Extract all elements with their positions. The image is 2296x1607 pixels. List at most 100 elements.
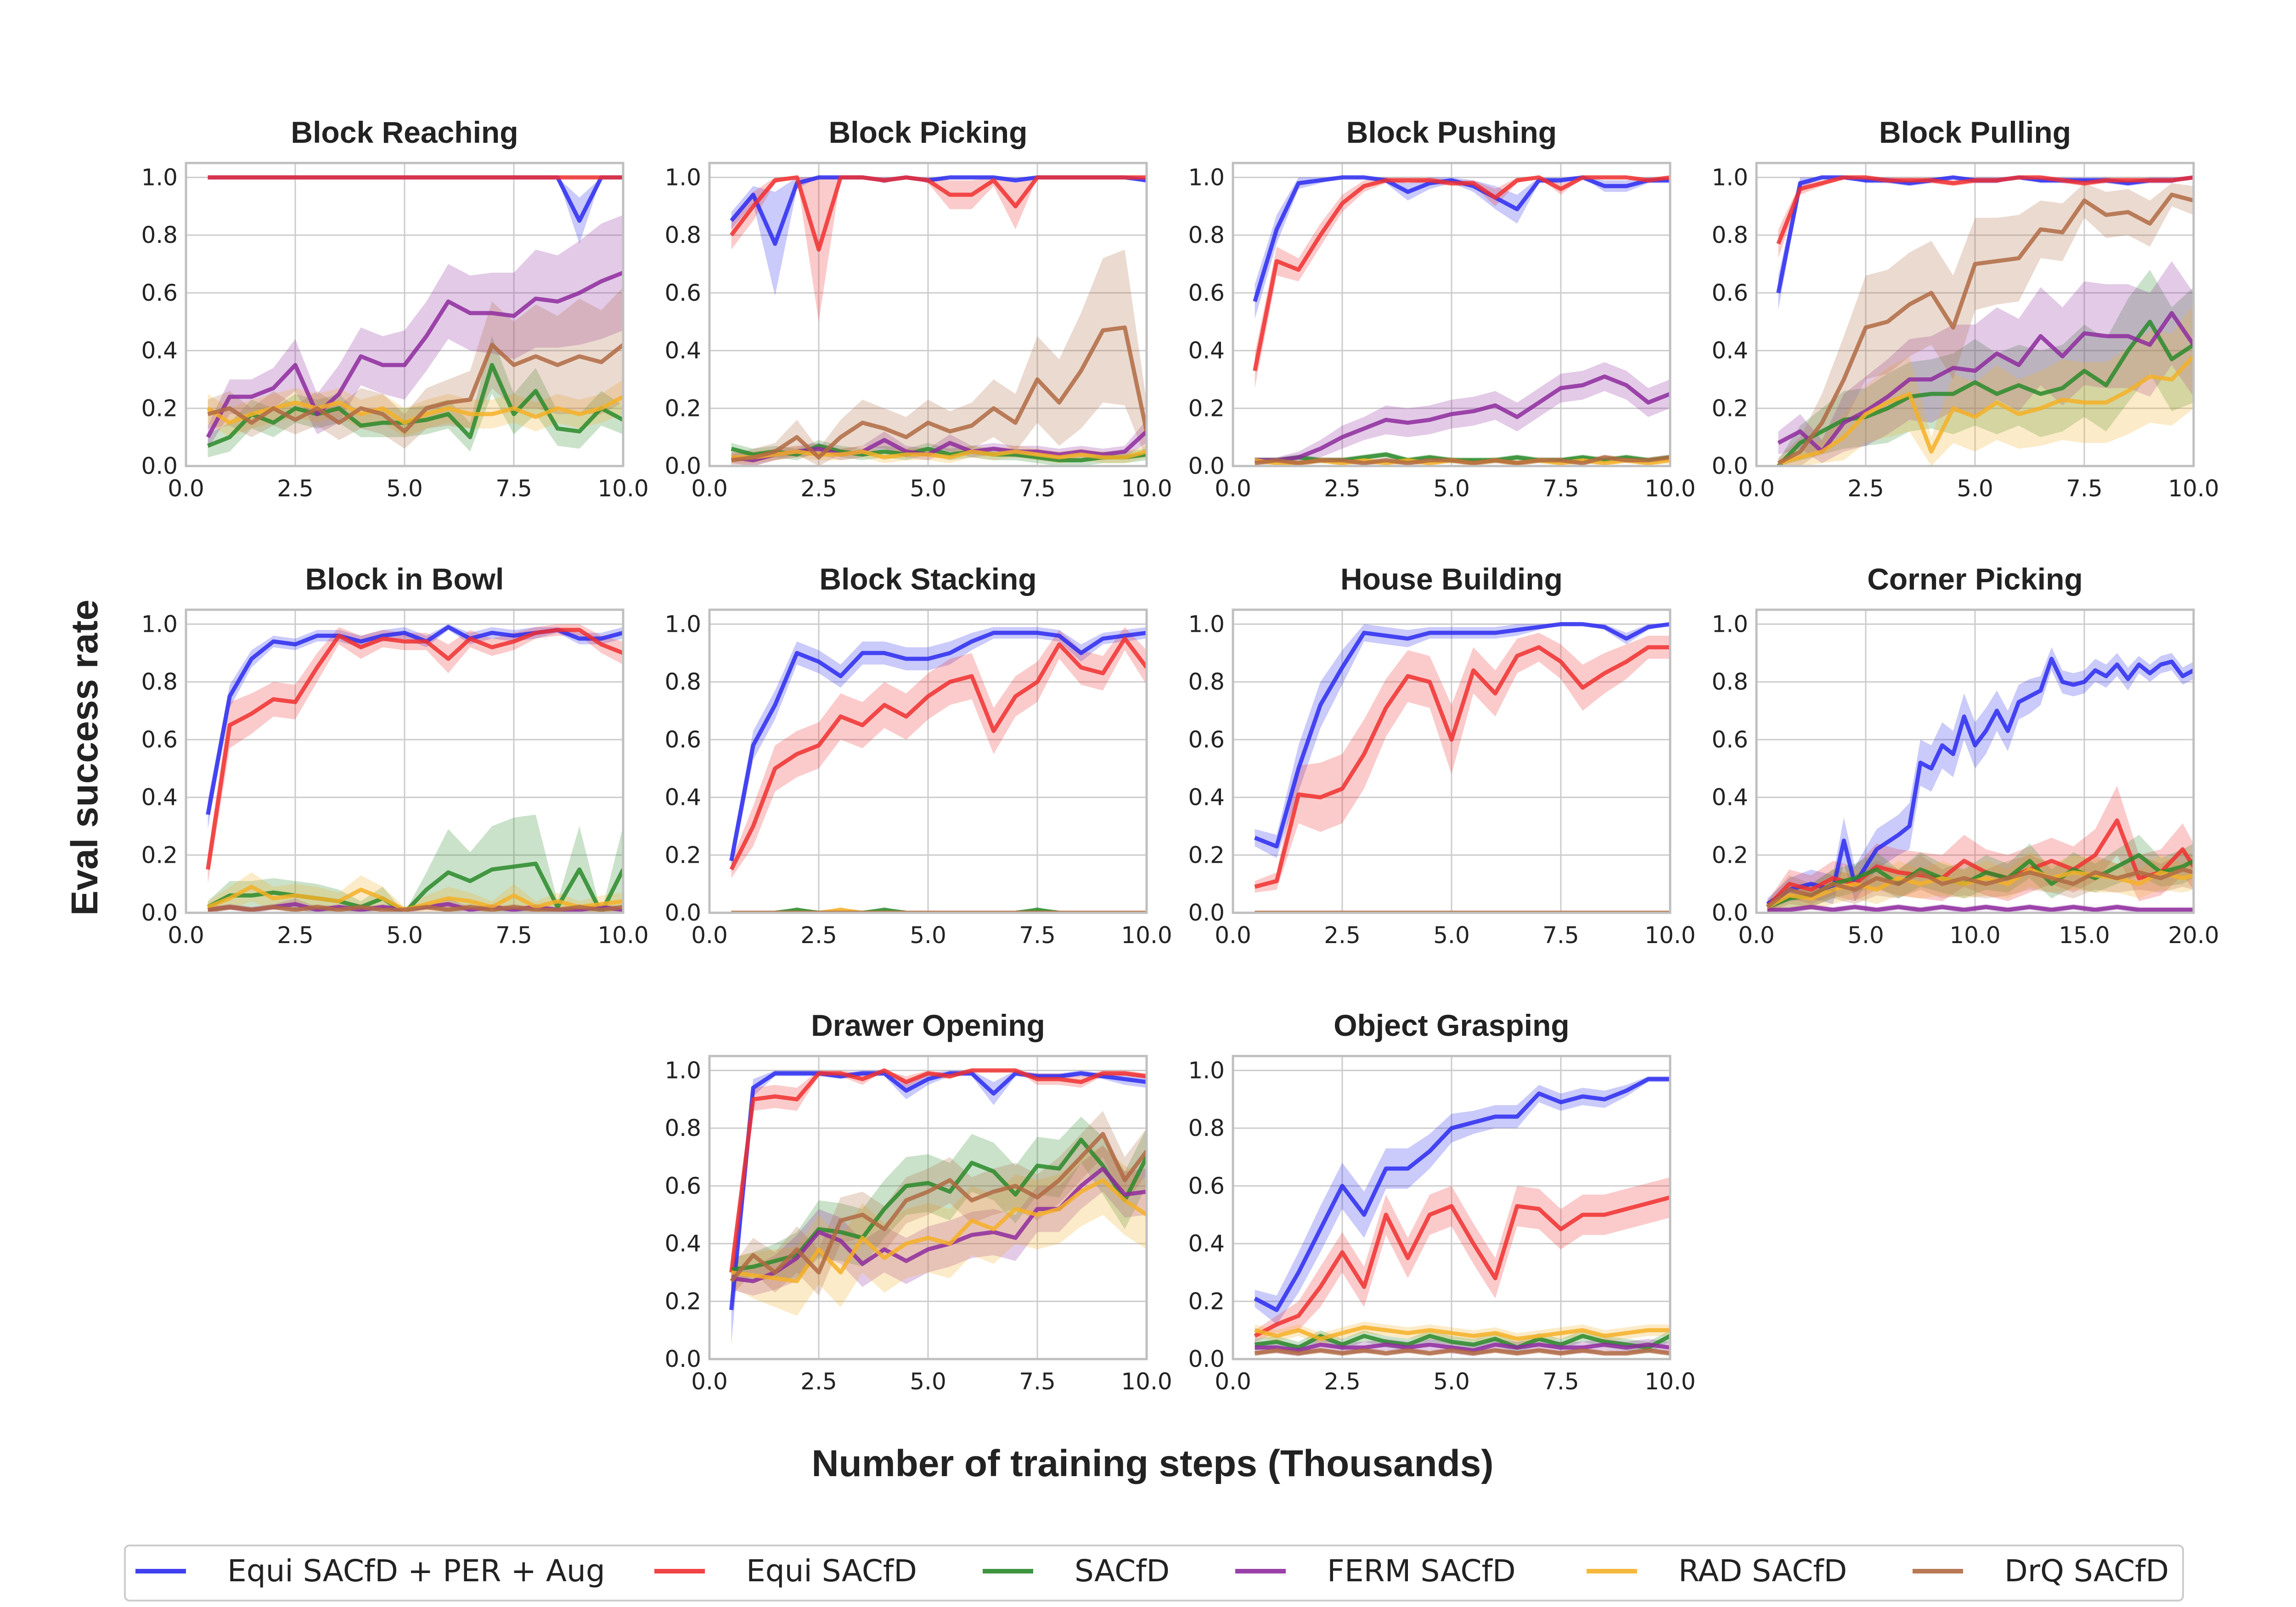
y-tick-label: 0.0	[664, 453, 701, 479]
x-tick-label: 2.5	[800, 922, 837, 949]
x-tick-label: 7.5	[1019, 475, 1056, 502]
plot-frame	[1232, 162, 1671, 467]
band-equi-sacfd	[1255, 1177, 1670, 1342]
x-tick-label: 2.5	[277, 922, 314, 949]
panel-title: Block in Bowl	[305, 562, 504, 596]
legend-item-drq-sacfd: DrQ SACfD	[1913, 1553, 2169, 1589]
plot-frame	[1232, 1055, 1671, 1360]
line-equi-sacfd	[730, 175, 1147, 252]
x-tick-label: 2.5	[1847, 475, 1884, 502]
x-tick-label: 5.0	[1433, 1368, 1470, 1395]
legend-label: RAD SACfD	[1678, 1553, 1847, 1589]
band-equi-sacfd-per-aug	[1767, 647, 2194, 910]
y-tick-label: 1.0	[1711, 611, 1748, 637]
x-tick-label: 2.5	[800, 475, 837, 502]
line-equi-sacfd-per-aug	[729, 630, 1147, 861]
y-tick-label: 0.0	[141, 899, 178, 926]
panel-title: House Building	[1340, 562, 1563, 596]
y-tick-label: 0.4	[141, 784, 178, 811]
x-tick-label: 2.5	[1324, 1368, 1361, 1395]
line-equi-sacfd	[1253, 175, 1670, 371]
line-drq-sacfd	[1777, 192, 2194, 465]
line-rad-sacfd	[1254, 1325, 1670, 1341]
x-axis-label: Number of training steps (Thousands)	[811, 1443, 1493, 1484]
line-rad-sacfd	[731, 1178, 1147, 1283]
band-drq-sacfd	[731, 1111, 1147, 1296]
x-tick-label: 0.0	[691, 1368, 728, 1395]
y-tick-label: 0.2	[664, 395, 701, 421]
y-tick-label: 0.8	[1711, 669, 1748, 695]
x-tick-label: 0.0	[1215, 1368, 1251, 1395]
series-group	[1254, 1076, 1670, 1356]
panels: Block Reaching 0.0 2.5 5.0 7.5 10.0 0.0 0.2 0.4 0…	[141, 115, 2219, 1395]
y-tick-label: 1.0	[141, 611, 178, 637]
y-tick-label: 0.8	[664, 669, 701, 695]
panel-block-pulling: Block Pulling 0.0 2.5 5.0 7.5 10.0 0.0 0.2 0.4 0.…	[1711, 115, 2219, 502]
line-sacfd	[731, 908, 1147, 913]
series-group	[729, 1068, 1147, 1345]
y-tick-label: 0.4	[1188, 784, 1225, 811]
y-axis-label: Eval success rate	[64, 600, 106, 916]
x-tick-label: 7.5	[1019, 1368, 1056, 1395]
x-tick-label: 2.5	[800, 1368, 837, 1395]
x-tick-label: 0.0	[1215, 922, 1251, 949]
legend-item-rad-sacfd: RAD SACfD	[1587, 1553, 1847, 1589]
legend-item-equi-sacfd: Equi SACfD	[654, 1553, 917, 1589]
line-drq-sacfd	[207, 343, 623, 434]
panel-title: Block Stacking	[819, 562, 1036, 596]
y-tick-label: 0.4	[664, 784, 701, 811]
legend-label: Equi SACfD	[746, 1553, 917, 1589]
band-equi-sacfd	[731, 627, 1147, 878]
y-tick-label: 0.0	[1711, 453, 1748, 479]
x-tick-label: 0.0	[1738, 922, 1775, 949]
y-tick-label: 0.2	[1188, 842, 1225, 868]
line-drq-sacfd	[1255, 1348, 1670, 1355]
y-tick-label: 0.4	[1711, 337, 1748, 364]
line-sacfd	[207, 861, 623, 913]
legend-frame	[124, 1545, 2184, 1601]
band-ferm-sacfd	[208, 215, 623, 449]
x-tick-label: 5.0	[910, 1368, 946, 1395]
x-tick-label: 7.5	[2066, 475, 2103, 502]
series-group	[1766, 647, 2194, 913]
x-tick-label: 2.5	[277, 475, 314, 502]
plot-frame	[1755, 162, 2195, 467]
band-ferm-sacfd	[731, 1145, 1147, 1296]
y-tick-label: 0.4	[141, 337, 178, 364]
line-equi-sacfd	[206, 628, 623, 870]
line-ferm-sacfd	[1255, 374, 1670, 462]
band-sacfd	[208, 815, 623, 913]
y-tick-label: 0.2	[664, 1288, 701, 1315]
line-drq-sacfd	[1255, 455, 1670, 466]
x-tick-label: 7.5	[1542, 922, 1579, 949]
series-group	[206, 175, 623, 458]
legend-item-sacfd: SACfD	[983, 1553, 1170, 1589]
y-tick-label: 0.4	[1188, 1231, 1225, 1257]
panel-drawer-opening: Drawer Opening 0.0 2.5 5.0 7.5 10.0 0.0 0.2 0.4 0…	[664, 1008, 1172, 1395]
panel-title: Object Grasping	[1334, 1008, 1569, 1042]
x-tick-label: 5.0	[1433, 922, 1470, 949]
y-tick-label: 0.2	[141, 395, 178, 421]
y-tick-label: 1.0	[664, 611, 701, 637]
y-tick-label: 0.2	[664, 842, 701, 868]
series-group	[729, 627, 1147, 913]
band-equi-sacfd	[731, 1070, 1147, 1290]
band-sacfd	[208, 336, 623, 458]
x-tick-label: 5.0	[1957, 475, 1993, 502]
x-tick-label: 10.0	[1644, 922, 1695, 949]
line-drq-sacfd	[208, 905, 623, 912]
y-tick-label: 1.0	[664, 164, 701, 191]
legend-item-equi-sacfd-per-aug: Equi SACfD + PER + Aug	[135, 1553, 605, 1589]
y-tick-label: 0.2	[1711, 395, 1748, 421]
series-group	[730, 175, 1147, 466]
plot-frame	[1755, 608, 2195, 914]
x-tick-label: 7.5	[1542, 475, 1579, 502]
x-tick-label: 5.0	[386, 475, 423, 502]
y-tick-label: 0.0	[1188, 453, 1225, 479]
y-tick-label: 0.8	[141, 222, 178, 248]
x-tick-label: 10.0	[1121, 922, 1172, 949]
x-tick-label: 10.0	[597, 475, 648, 502]
y-tick-label: 0.2	[1188, 1288, 1225, 1315]
x-tick-label: 10.0	[1121, 475, 1172, 502]
